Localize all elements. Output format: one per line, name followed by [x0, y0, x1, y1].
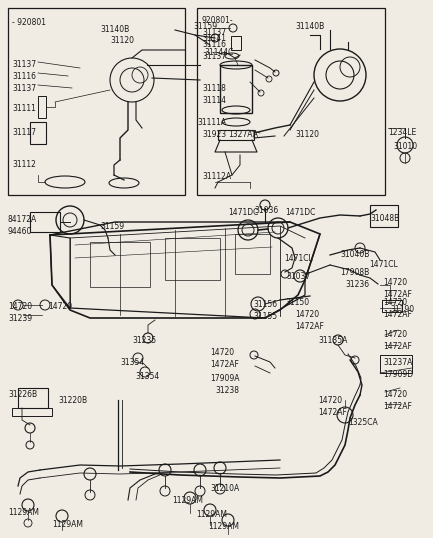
Text: 31040B: 31040B [340, 250, 369, 259]
Text: 31137: 31137 [12, 60, 36, 69]
Bar [231, 36, 241, 50]
Text: 31137: 31137 [12, 84, 36, 93]
Text: 1471DC: 1471DC [228, 208, 259, 217]
Text: 31155: 31155 [253, 312, 277, 321]
Text: 1472AF: 1472AF [383, 402, 412, 411]
Text: 31354: 31354 [135, 372, 159, 381]
Bar [90, 242, 150, 287]
Bar [18, 388, 48, 408]
Text: 31144C: 31144C [204, 48, 233, 57]
Text: 31150: 31150 [285, 298, 309, 307]
Text: 31235: 31235 [132, 336, 156, 345]
Text: 1234LE: 1234LE [388, 128, 416, 137]
Text: 31210A: 31210A [210, 484, 239, 493]
Text: 14720: 14720 [48, 302, 72, 311]
Bar [235, 234, 270, 274]
Text: 1129AM: 1129AM [208, 522, 239, 531]
Text: 1129AM: 1129AM [196, 510, 227, 519]
Text: 1327AA: 1327AA [228, 130, 258, 139]
Text: 84172A: 84172A [8, 215, 37, 224]
Text: 31236: 31236 [345, 280, 369, 289]
Text: - 920801: - 920801 [12, 18, 46, 27]
Bar [30, 122, 46, 144]
Bar [380, 355, 412, 373]
Text: 17908B: 17908B [340, 268, 369, 277]
Text: 1129AM: 1129AM [172, 496, 203, 505]
Text: 17909D: 17909D [383, 370, 413, 379]
Text: 1472AF: 1472AF [295, 322, 324, 331]
Text: 14720: 14720 [295, 310, 319, 319]
Text: 1472AF: 1472AF [383, 290, 412, 299]
Text: 31114: 31114 [202, 96, 226, 105]
Bar [8, 8, 185, 195]
Text: 14720: 14720 [383, 278, 407, 287]
Text: 31137: 31137 [202, 52, 226, 61]
Text: 31117: 31117 [12, 128, 36, 137]
Text: 14720: 14720 [383, 330, 407, 339]
Text: 1129AM: 1129AM [8, 508, 39, 517]
Text: 31923: 31923 [202, 130, 226, 139]
Bar [382, 300, 402, 312]
Text: 31226B: 31226B [8, 390, 37, 399]
Text: 1472AF: 1472AF [383, 342, 412, 351]
Bar [370, 205, 398, 227]
Text: 17909A: 17909A [210, 374, 239, 383]
Text: 31354: 31354 [120, 358, 144, 367]
Text: 31111A: 31111A [197, 118, 226, 127]
Text: 31037: 31037 [286, 272, 310, 281]
Text: 14720: 14720 [8, 302, 32, 311]
Text: 31141: 31141 [202, 34, 226, 43]
Text: 31237A: 31237A [383, 358, 412, 367]
Text: 1472AF: 1472AF [383, 310, 412, 319]
Text: 14720: 14720 [383, 390, 407, 399]
Text: 31140B: 31140B [100, 25, 129, 34]
Text: 1471CL: 1471CL [369, 260, 398, 269]
Bar [218, 130, 254, 140]
Text: 1325CA: 1325CA [348, 418, 378, 427]
Bar [38, 96, 46, 118]
Text: 31116: 31116 [12, 72, 36, 81]
Text: 31048B: 31048B [370, 214, 399, 223]
Text: 31116: 31116 [202, 40, 226, 49]
Text: 31120: 31120 [110, 36, 134, 45]
Text: 94460: 94460 [8, 227, 32, 236]
Text: 1472AF: 1472AF [210, 360, 239, 369]
Text: 14720: 14720 [383, 298, 407, 307]
Text: 31159: 31159 [193, 22, 217, 31]
Text: 31010: 31010 [393, 142, 417, 151]
Text: 14720: 14720 [318, 396, 342, 405]
Text: 31112A: 31112A [202, 172, 231, 181]
Text: 31156: 31156 [253, 300, 277, 309]
Text: 31120: 31120 [295, 130, 319, 139]
Text: 14720: 14720 [210, 348, 234, 357]
Text: 1471DC: 1471DC [285, 208, 315, 217]
Bar [165, 238, 220, 280]
Text: 31118: 31118 [202, 84, 226, 93]
Text: 31220B: 31220B [58, 396, 87, 405]
Text: 31140B: 31140B [295, 22, 324, 31]
Text: 31036: 31036 [254, 206, 278, 215]
Text: 920801-: 920801- [202, 16, 234, 25]
Text: 31111: 31111 [12, 104, 36, 113]
Text: 1471CL: 1471CL [284, 254, 313, 263]
Text: 31159: 31159 [100, 222, 124, 231]
Text: 31239: 31239 [8, 314, 32, 323]
Bar [30, 212, 60, 232]
Text: 1472AF: 1472AF [318, 408, 347, 417]
Text: 31238: 31238 [215, 386, 239, 395]
Text: 31112: 31112 [12, 160, 36, 169]
Text: 31190: 31190 [390, 305, 414, 314]
Bar [12, 408, 52, 416]
Bar [220, 65, 252, 113]
Text: 31135A: 31135A [318, 336, 347, 345]
Text: 1129AM: 1129AM [52, 520, 83, 529]
Text: 31137: 31137 [202, 28, 226, 37]
Bar [197, 8, 385, 195]
